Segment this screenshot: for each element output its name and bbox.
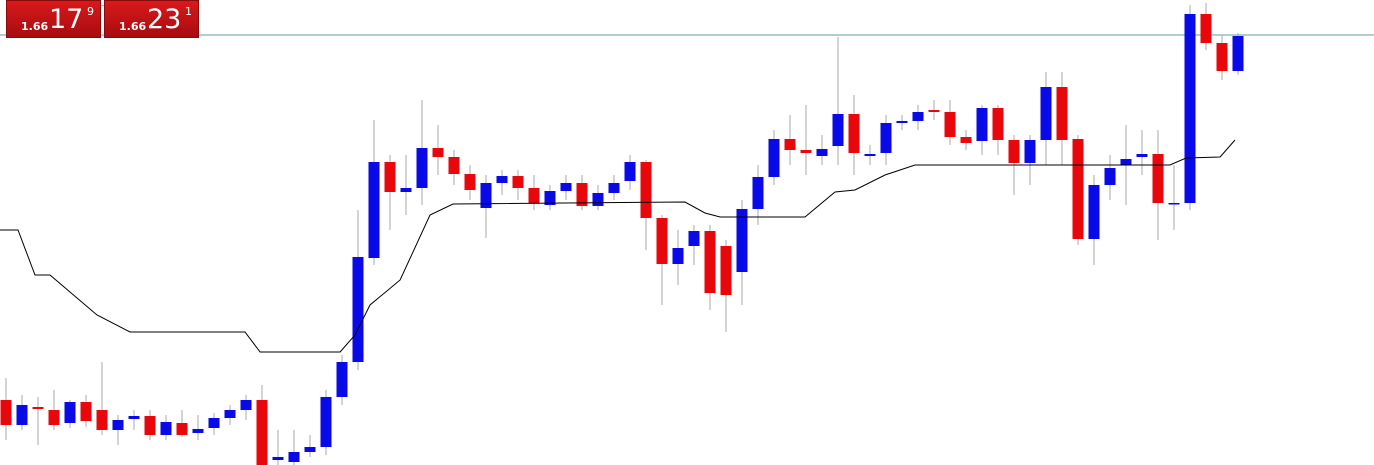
candle-body xyxy=(528,188,540,203)
candle-body xyxy=(816,149,828,156)
candle-body xyxy=(592,193,604,206)
candle-body xyxy=(672,248,684,264)
candle-body xyxy=(752,177,764,209)
candle-body xyxy=(320,397,332,447)
candle-body xyxy=(832,114,844,146)
candle-body xyxy=(176,423,188,435)
candle-body xyxy=(864,154,876,156)
candle-body xyxy=(1040,87,1052,140)
price-fraction: 1 xyxy=(185,5,192,18)
candle-body xyxy=(208,418,220,428)
candle-body xyxy=(368,162,380,258)
candle-body xyxy=(512,176,524,188)
candle-body xyxy=(960,137,972,143)
candle-body xyxy=(880,123,892,153)
candle-body xyxy=(304,447,316,452)
candle-body xyxy=(96,410,108,430)
candle-body xyxy=(976,108,988,141)
candle-body xyxy=(1184,14,1196,203)
candle-body xyxy=(496,176,508,183)
candle-body xyxy=(448,157,460,174)
buy-button[interactable]: 1.66 23 1 xyxy=(104,0,199,38)
candle-body xyxy=(224,410,236,418)
candle-body xyxy=(32,407,44,409)
candle-body xyxy=(480,183,492,208)
candle-body xyxy=(768,139,780,177)
candle-body xyxy=(192,429,204,433)
candle-body xyxy=(352,257,364,362)
candle-body xyxy=(16,405,28,425)
candle-body xyxy=(720,246,732,295)
candle-body xyxy=(608,183,620,193)
candle-body xyxy=(1056,87,1068,140)
candle-body xyxy=(1088,185,1100,239)
candle-body xyxy=(1200,14,1212,43)
candle-body xyxy=(64,402,76,423)
candle-body xyxy=(256,400,268,465)
candle-body xyxy=(1120,159,1132,165)
candle-body xyxy=(544,191,556,205)
price-fraction: 9 xyxy=(87,5,94,18)
candle-body xyxy=(896,121,908,123)
candle-body xyxy=(944,112,956,137)
candle-body xyxy=(1024,140,1036,163)
candle-body xyxy=(112,420,124,430)
candle-body xyxy=(688,231,700,246)
price-pips: 23 xyxy=(147,4,182,35)
candle-body xyxy=(144,416,156,435)
candle-body xyxy=(1232,36,1244,71)
candle-body xyxy=(128,416,140,419)
candle-body xyxy=(1008,140,1020,163)
candle-body xyxy=(800,150,812,153)
candle-body xyxy=(1072,139,1084,239)
candle-body xyxy=(384,162,396,192)
price-prefix: 1.66 xyxy=(21,20,49,33)
candle-body xyxy=(48,410,60,425)
candle-body xyxy=(848,114,860,153)
candle-body xyxy=(656,218,668,264)
candle-body xyxy=(736,209,748,272)
candle-body xyxy=(576,183,588,206)
candle-body xyxy=(1216,43,1228,71)
sell-button[interactable]: 1.66 17 9 xyxy=(6,0,101,38)
candle-body xyxy=(272,457,284,460)
candle-body xyxy=(432,148,444,157)
candle-body xyxy=(0,400,12,425)
candle-body xyxy=(1136,154,1148,157)
candle-body xyxy=(1152,154,1164,203)
candle-body xyxy=(288,452,300,462)
candle-body xyxy=(80,402,92,421)
candle-body xyxy=(992,108,1004,140)
candle-body xyxy=(160,422,172,435)
candle-body xyxy=(416,148,428,188)
price-prefix: 1.66 xyxy=(119,20,147,33)
candle-body xyxy=(464,174,476,190)
candle-body xyxy=(912,112,924,121)
candle-body xyxy=(640,162,652,218)
moving-average xyxy=(0,139,1236,353)
candle-body xyxy=(784,139,796,150)
candle-body xyxy=(400,188,412,192)
candle-body xyxy=(928,110,940,112)
candle-body xyxy=(1104,168,1116,185)
candle-body xyxy=(1168,203,1180,205)
candle-body xyxy=(624,162,636,181)
candle-body xyxy=(560,183,572,191)
candle-body xyxy=(240,400,252,410)
candle-body xyxy=(336,362,348,397)
price-pips: 17 xyxy=(49,4,84,35)
candle-body xyxy=(704,231,716,293)
